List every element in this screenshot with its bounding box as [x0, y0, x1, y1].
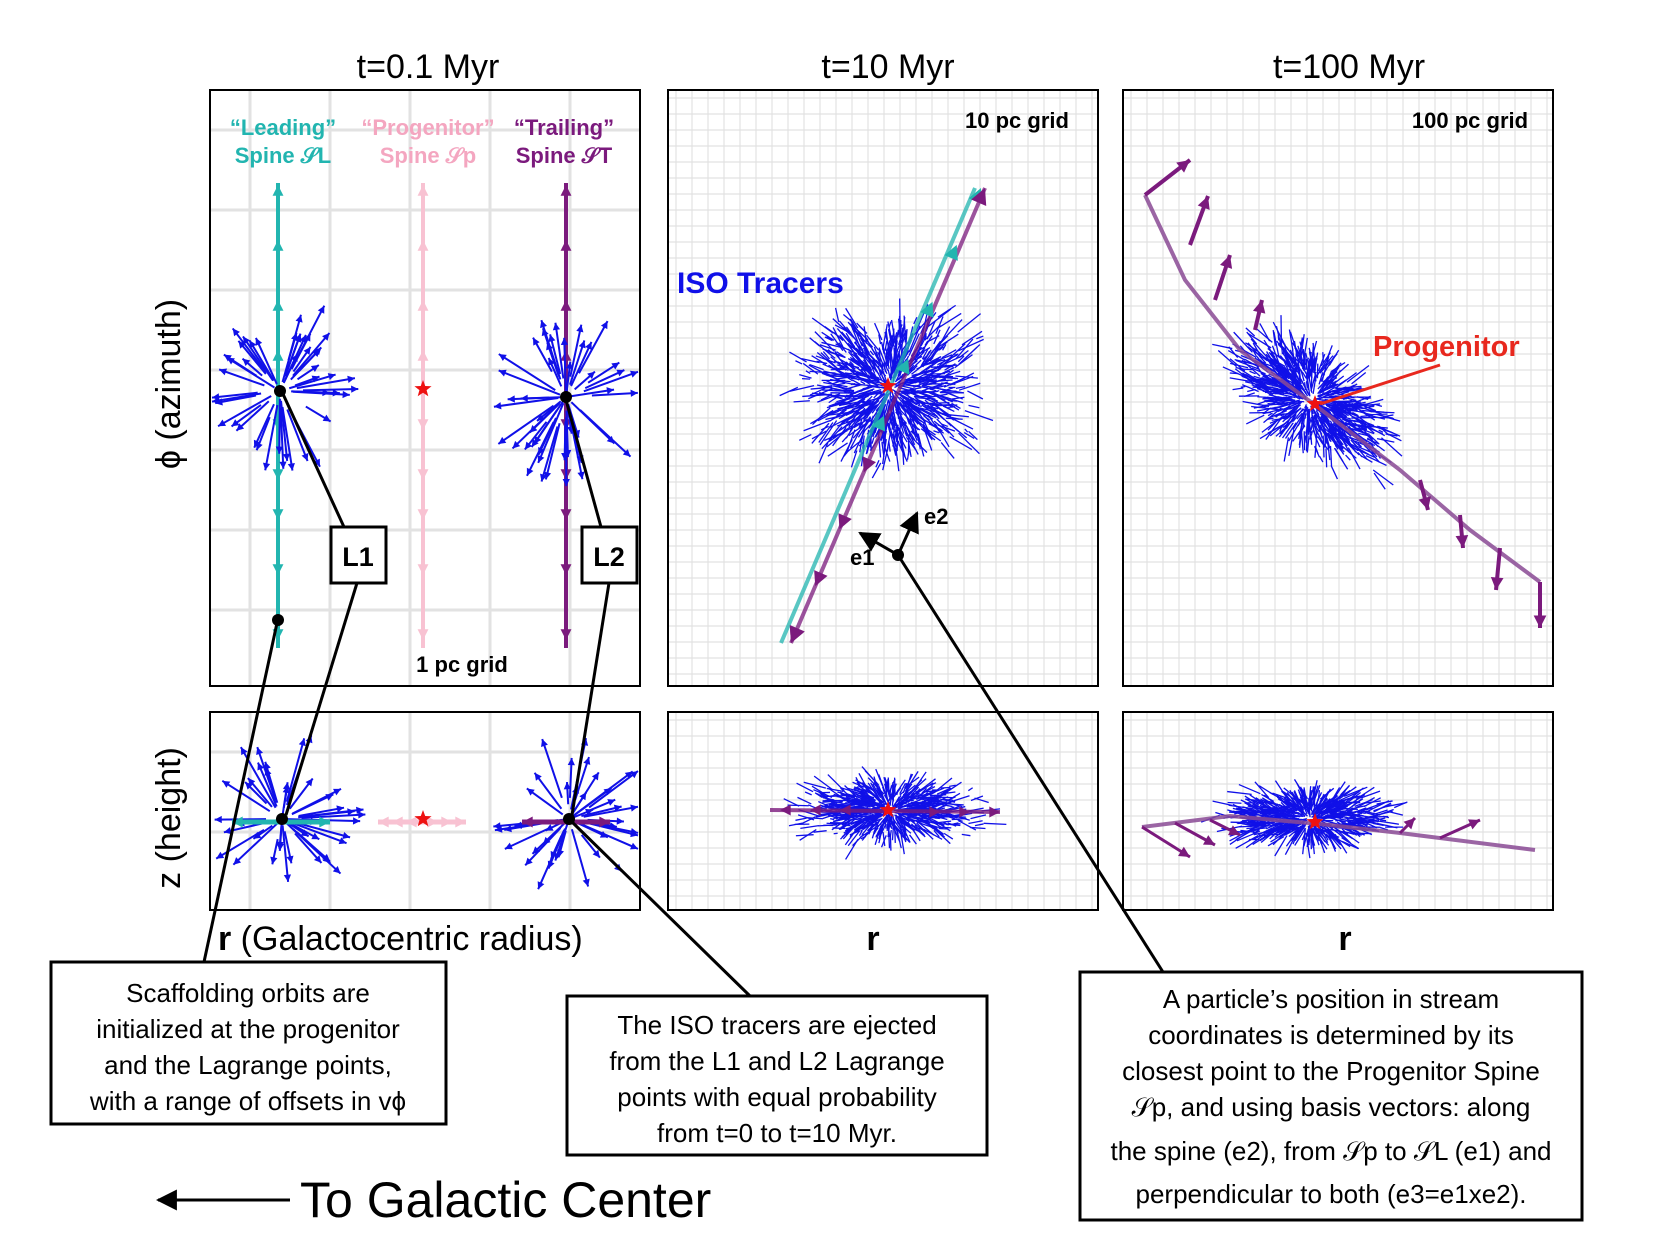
panel2-stream-spines [779, 187, 987, 644]
panel-grid-group [209, 89, 1554, 911]
y-axis-label-height: z (height) [150, 747, 188, 889]
note-particle-line-6: perpendicular to both (e3=e1xe2). [1136, 1179, 1527, 1209]
panel-title-2: t=10 Myr [821, 48, 954, 86]
note-particle-line-5: the spine (e2), from 𝒮p to 𝒮L (e1) and [1110, 1136, 1551, 1166]
leading-spine-label-1: “Leading” [230, 115, 336, 140]
progenitor-spine-label-1: “Progenitor” [361, 115, 494, 140]
note-particle-line-1: A particle’s position in stream [1163, 984, 1499, 1014]
scaffold-point [272, 614, 284, 626]
l1-point-height [276, 813, 288, 825]
note-tracers-line-4: from t=0 to t=10 Myr. [657, 1118, 897, 1148]
grid-label-100pc: 100 pc grid [1412, 108, 1528, 133]
progenitor-label: Progenitor [1373, 331, 1520, 363]
panel2-spine-arrowheads [789, 188, 987, 643]
progenitor-spine-label-2: Spine 𝒮p [380, 143, 476, 168]
note-particle-line-2: coordinates is determined by its [1148, 1020, 1514, 1050]
x-axis-label-left: r (Galactocentric radius) [218, 920, 583, 958]
note-particle: A particle’s position in stream coordina… [1078, 970, 1584, 1222]
note-tracers-line-2: from the L1 and L2 Lagrange [609, 1046, 944, 1076]
iso-tracer-vectors [211, 298, 1408, 890]
note-tracers: The ISO tracers are ejected from the L1 … [565, 994, 989, 1157]
note-particle-line-3: closest point to the Progenitor Spine [1122, 1056, 1540, 1086]
note-scaffold-line-3: and the Lagrange points, [104, 1050, 392, 1080]
panel-4 [209, 711, 641, 911]
panel-3 [1122, 89, 1554, 687]
leader-lines [202, 393, 1165, 998]
panel-title-1: t=0.1 Myr [357, 48, 500, 86]
y-axis-label-azimuth: ϕ (azimuth) [150, 299, 188, 469]
note-scaffolding: Scaffolding orbits are initialized at th… [49, 960, 448, 1126]
e1-label: e1 [850, 545, 874, 570]
l1-box-label: L1 [342, 542, 374, 572]
e2-label: e2 [924, 504, 948, 529]
x-axis-label-middle: r [866, 920, 879, 958]
iso-tracers-label: ISO Tracers [677, 267, 844, 300]
l1-box: L1 [329, 525, 388, 585]
note-particle-line-4: 𝒮p, and using basis vectors: along [1132, 1092, 1531, 1122]
l2-box-label: L2 [593, 542, 625, 572]
galactic-center-label: To Galactic Center [300, 1172, 711, 1228]
trailing-spine-label-1: “Trailing” [514, 115, 614, 140]
panel3-spine-arrowheads [1143, 158, 1547, 628]
note-scaffold-line-1: Scaffolding orbits are [126, 978, 370, 1008]
leading-spine-label-2: Spine 𝒮L [235, 143, 331, 168]
trailing-spine-label-2: Spine 𝒮T [516, 143, 613, 168]
l2-box: L2 [580, 525, 639, 585]
l2-point [560, 391, 572, 403]
spine-arrowheads [272, 185, 572, 640]
grid-label-10pc: 10 pc grid [965, 108, 1069, 133]
galactic-center-arrow: To Galactic Center [155, 1172, 711, 1228]
note-tracers-line-3: points with equal probability [617, 1082, 936, 1112]
progenitor-stars [414, 377, 1324, 830]
grid-label-1pc: 1 pc grid [416, 652, 508, 677]
panel-title-3: t=100 Myr [1273, 48, 1425, 86]
note-tracers-line-1: The ISO tracers are ejected [617, 1010, 936, 1040]
x-axis-label-right: r [1338, 920, 1351, 958]
progenitor-pointer [1319, 363, 1441, 406]
note-scaffold-line-4: with a range of offsets in vϕ [89, 1086, 406, 1116]
note-scaffold-line-2: initialized at the progenitor [96, 1014, 400, 1044]
basis-vectors: e1 e2 [850, 504, 948, 570]
bottom-spine-arrowheads [232, 804, 1481, 859]
